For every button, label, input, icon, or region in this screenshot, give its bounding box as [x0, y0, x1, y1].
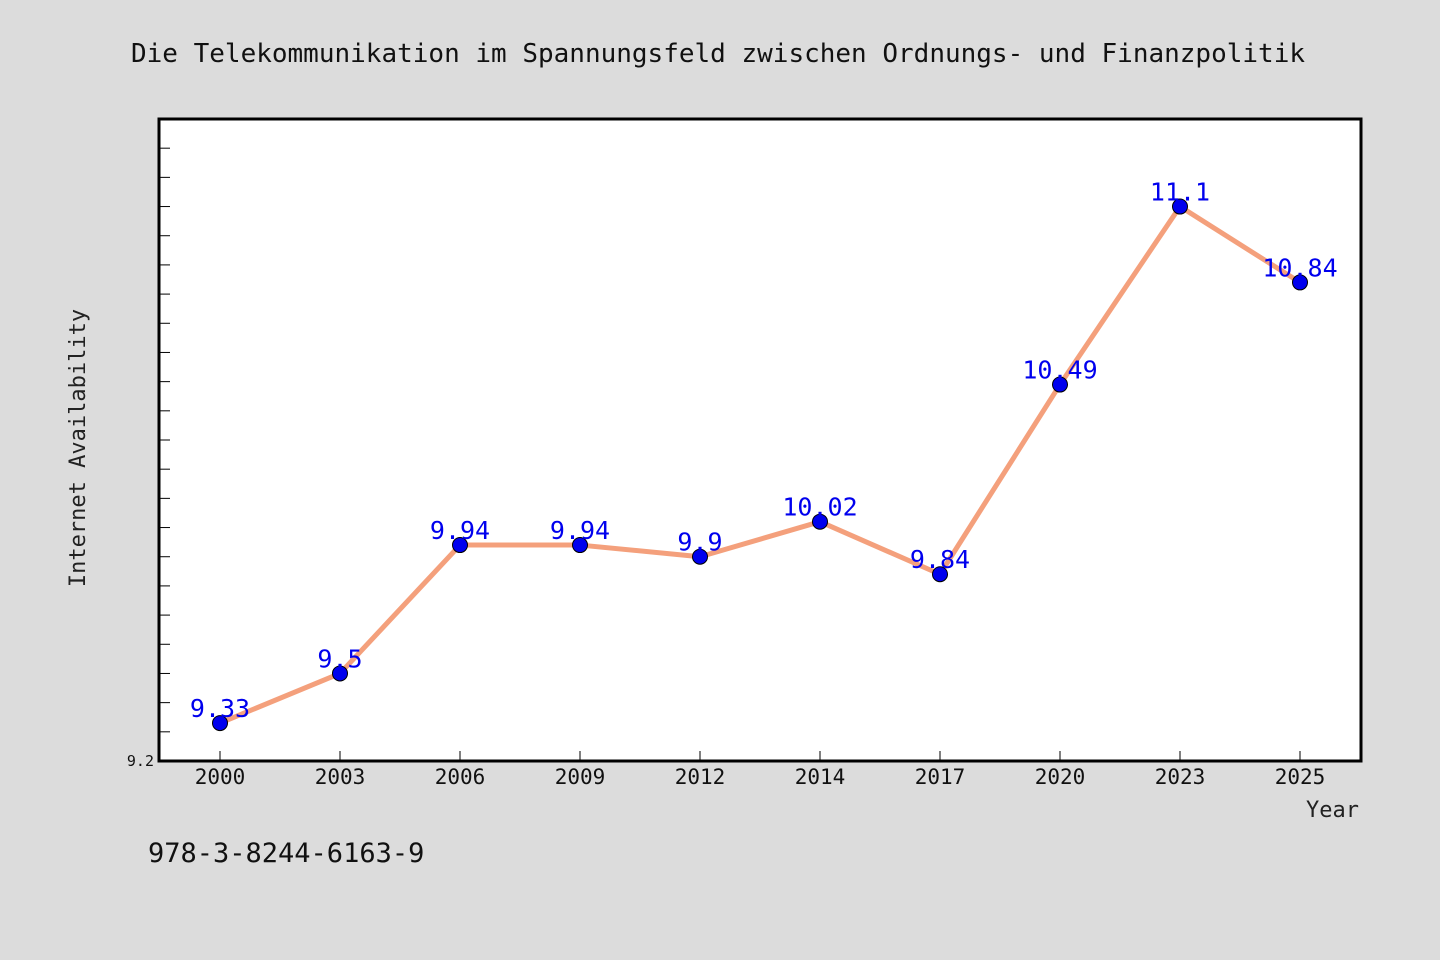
- data-point: [452, 537, 468, 554]
- isbn-footer: 978-3-8244-6163-9: [148, 838, 424, 869]
- y-axis-label: Internet Availability: [66, 309, 91, 587]
- data-label: 10.02: [782, 493, 857, 522]
- data-label: 9.94: [430, 516, 490, 545]
- data-point: [1292, 274, 1308, 291]
- data-label: 9.33: [190, 694, 250, 723]
- x-tick-label: 2014: [795, 765, 846, 789]
- data-label: 11.1: [1150, 178, 1210, 207]
- series-layer: 9.33 9.5 9.94 9.94 9.9 10.02 9.84 10.49 11.1 10.8…: [190, 178, 1338, 732]
- data-point: [812, 513, 828, 530]
- data-point: [212, 715, 228, 732]
- x-tick-label: 2006: [435, 765, 486, 789]
- data-label: 9.94: [550, 516, 610, 545]
- x-axis-ticks: 2000 2003 2006 2009 2012 2014 2017 2020 2023 2025: [195, 751, 1326, 789]
- data-label: 9.9: [677, 528, 722, 557]
- data-point: [932, 566, 948, 583]
- y-tick-label: 9.2: [127, 752, 154, 770]
- data-point: [1172, 198, 1188, 215]
- x-tick-label: 2025: [1275, 765, 1326, 789]
- y-axis-ticks: 9.2: [127, 147, 170, 770]
- x-tick-label: 2020: [1035, 765, 1086, 789]
- x-tick-label: 2003: [315, 765, 366, 789]
- data-label: 10.49: [1022, 356, 1097, 385]
- data-point: [332, 665, 348, 682]
- x-tick-label: 2009: [555, 765, 606, 789]
- chart-title: Die Telekommunikation im Spannungsfeld z…: [131, 39, 1305, 69]
- x-tick-label: 2017: [915, 765, 966, 789]
- x-tick-label: 2000: [195, 765, 246, 789]
- data-label: 10.84: [1262, 253, 1337, 282]
- x-axis-label: Year: [1306, 798, 1359, 823]
- x-tick-label: 2012: [675, 765, 726, 789]
- x-tick-label: 2023: [1155, 765, 1206, 789]
- series-line: [219, 204, 1302, 726]
- data-label: 9.5: [317, 644, 362, 673]
- data-label: 9.84: [910, 545, 970, 574]
- data-point: [1052, 376, 1068, 393]
- data-point: [572, 537, 588, 554]
- data-point: [692, 548, 708, 565]
